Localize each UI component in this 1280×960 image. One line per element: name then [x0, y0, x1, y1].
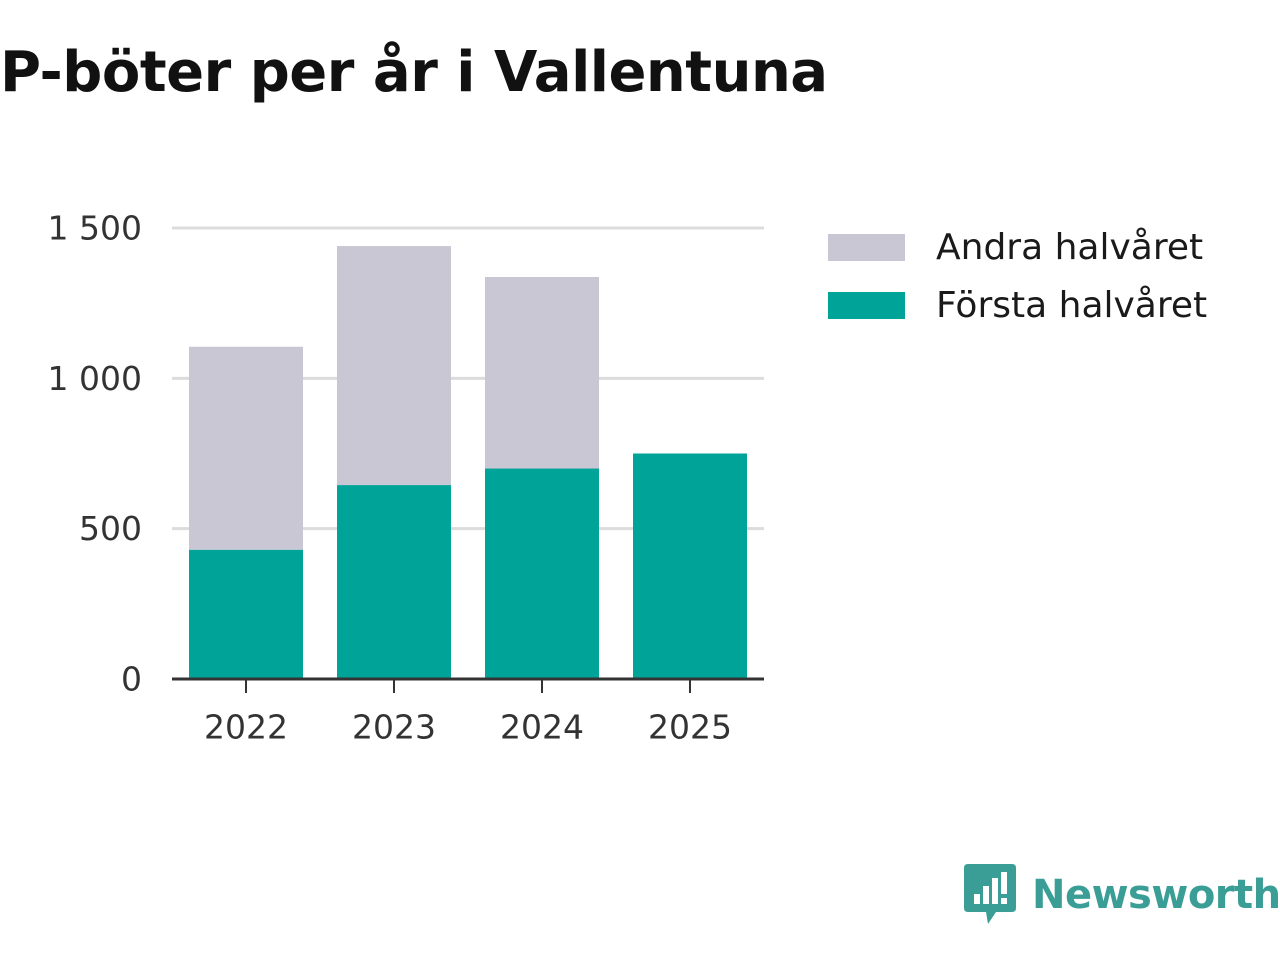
bar-andra-2022: [189, 346, 303, 550]
y-tick-label-1500: 1 500: [48, 209, 142, 248]
x-tick-label-2022: 2022: [204, 708, 288, 747]
brand-logo: Newsworthy: [964, 864, 1280, 926]
legend-swatch-andra: [828, 233, 905, 261]
bar-andra-2023: [337, 246, 451, 486]
axes: 0 500 1 000 1 500 2022 2023 2024 2025: [48, 209, 764, 747]
legend: Andra halvåret Första halvåret: [828, 218, 1207, 334]
bars: [189, 246, 747, 679]
legend-item-andra: Andra halvåret: [828, 218, 1207, 276]
brand-name: Newsworthy: [1032, 872, 1280, 918]
bar-andra-2024: [485, 277, 599, 469]
legend-swatch-forsta: [828, 291, 905, 319]
bar-forsta-2025: [633, 453, 747, 679]
newsworthy-logo-icon: [964, 864, 1016, 924]
y-tick-label-0: 0: [121, 660, 142, 699]
x-tick-label-2025: 2025: [648, 708, 732, 747]
y-tick-label-500: 500: [79, 509, 142, 548]
legend-label-forsta: Första halvåret: [936, 284, 1208, 326]
bar-forsta-2022: [189, 549, 303, 679]
legend-label-andra: Andra halvåret: [936, 226, 1204, 268]
bar-forsta-2024: [485, 468, 599, 679]
chart-title: P-böter per år i Vallentuna: [0, 40, 828, 105]
x-tick-label-2024: 2024: [500, 708, 584, 747]
bar-forsta-2023: [337, 485, 451, 679]
y-tick-label-1000: 1 000: [48, 359, 142, 398]
x-tick-label-2023: 2023: [352, 708, 436, 747]
legend-item-forsta: Första halvåret: [828, 276, 1207, 334]
